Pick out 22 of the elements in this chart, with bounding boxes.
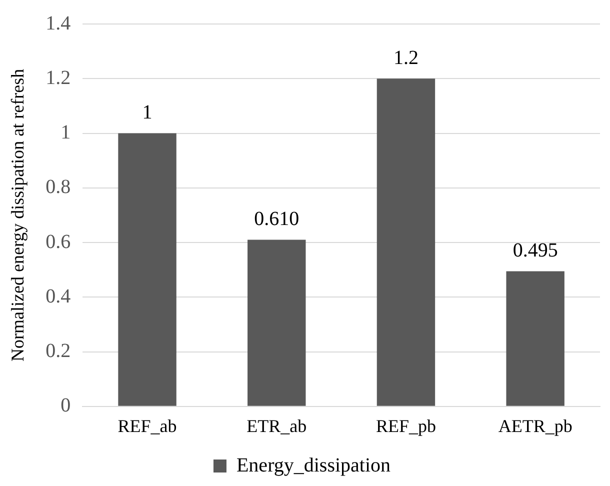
y-tick-label: 0.4 — [46, 285, 71, 308]
y-tick-label: 0.8 — [46, 176, 71, 198]
data-label: 0.610 — [254, 208, 300, 230]
bar — [506, 271, 564, 406]
data-label: 1 — [142, 102, 152, 124]
y-axis-title: Normalized energy dissipation at refresh — [8, 68, 28, 362]
data-label: 1.2 — [393, 46, 418, 69]
bar — [248, 240, 306, 406]
x-tick-label: ETR_ab — [246, 416, 307, 436]
y-tick-label: 1.2 — [46, 66, 71, 89]
x-tick-label: REF_ab — [118, 416, 177, 436]
x-tick-label: AETR_pb — [498, 416, 572, 436]
bar — [118, 133, 176, 406]
y-tick-label: 0 — [60, 394, 71, 417]
y-tick-label: 1 — [60, 122, 71, 144]
y-tick-label: 0.2 — [46, 340, 71, 362]
legend-label: Energy_dissipation — [236, 454, 391, 476]
x-tick-label: REF_pb — [376, 416, 436, 436]
y-tick-label: 1.4 — [46, 12, 71, 34]
bar — [376, 78, 436, 406]
y-tick-label: 0.6 — [46, 230, 71, 253]
data-label: 0.495 — [512, 239, 558, 262]
